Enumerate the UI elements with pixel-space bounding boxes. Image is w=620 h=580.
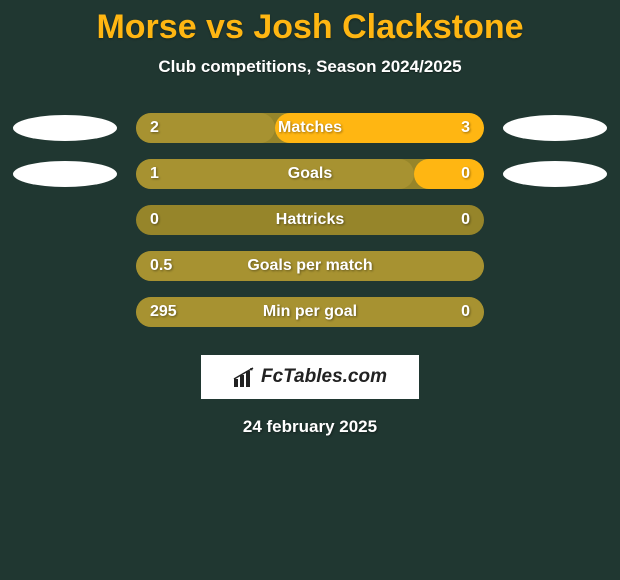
stat-value-left: 1: [150, 165, 159, 183]
logo-box: FcTables.com: [201, 355, 419, 399]
stat-value-right: 3: [461, 119, 470, 137]
stat-label: Min per goal: [263, 303, 357, 321]
player-marker-right: [503, 115, 607, 141]
stat-row: 0.5 Goals per match: [0, 243, 620, 289]
stat-bar: 2 3 Matches: [136, 113, 484, 143]
right-side: [490, 161, 620, 187]
stat-label: Matches: [278, 119, 342, 137]
page-title: Morse vs Josh Clackstone: [0, 0, 620, 47]
stat-label: Hattricks: [276, 211, 344, 229]
stat-label: Goals per match: [247, 257, 372, 275]
bar-fill-right: [414, 159, 484, 189]
stat-bar: 295 0 Min per goal: [136, 297, 484, 327]
comparison-chart: 2 3 Matches 1 0 Goals 0 0 Hattricks 0.5 Goals per …: [0, 105, 620, 335]
left-side: [0, 161, 130, 187]
stat-value-left: 295: [150, 303, 177, 321]
stat-bar: 1 0 Goals: [136, 159, 484, 189]
stat-bar: 0.5 Goals per match: [136, 251, 484, 281]
stat-value-left: 0.5: [150, 257, 172, 275]
stat-bar: 0 0 Hattricks: [136, 205, 484, 235]
stat-value-right: 0: [461, 303, 470, 321]
stat-row: 295 0 Min per goal: [0, 289, 620, 335]
stat-row: 2 3 Matches: [0, 105, 620, 151]
stat-row: 1 0 Goals: [0, 151, 620, 197]
bar-fill-left: [136, 159, 414, 189]
date-label: 24 february 2025: [0, 417, 620, 437]
player-marker-left: [13, 161, 117, 187]
stat-row: 0 0 Hattricks: [0, 197, 620, 243]
page-subtitle: Club competitions, Season 2024/2025: [0, 57, 620, 77]
player-marker-left: [13, 115, 117, 141]
stat-label: Goals: [288, 165, 332, 183]
stat-value-right: 0: [461, 211, 470, 229]
left-side: [0, 115, 130, 141]
stat-value-left: 0: [150, 211, 159, 229]
player-marker-right: [503, 161, 607, 187]
bars-icon: [233, 367, 257, 387]
stat-value-left: 2: [150, 119, 159, 137]
right-side: [490, 115, 620, 141]
logo: FcTables.com: [233, 366, 387, 388]
stat-value-right: 0: [461, 165, 470, 183]
logo-text: FcTables.com: [261, 366, 387, 388]
